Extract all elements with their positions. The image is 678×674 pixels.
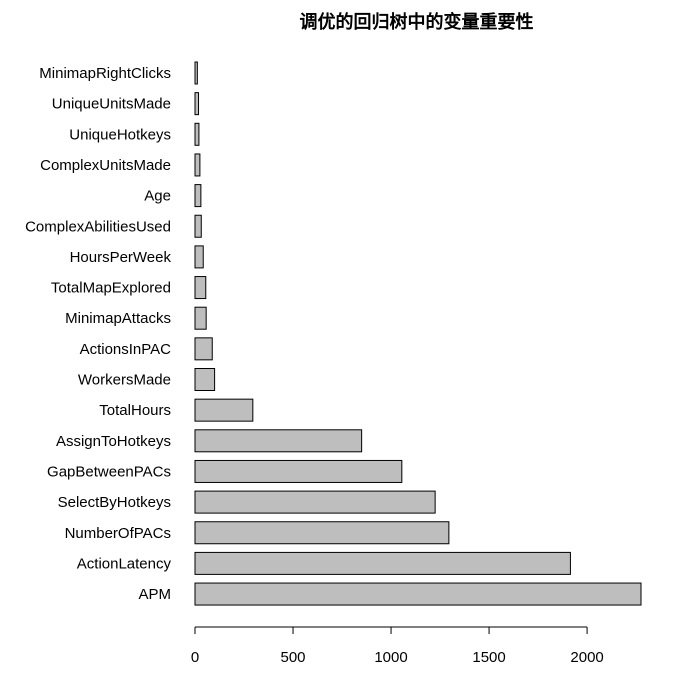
bar-AssignToHotkeys — [194, 429, 363, 453]
category-label: TotalHours — [99, 402, 171, 419]
category-label: TotalMapExplored — [51, 280, 171, 297]
category-label: MinimapRightClicks — [39, 65, 171, 82]
bar-MinimapAttacks — [194, 306, 207, 330]
category-label: UniqueUnitsMade — [52, 96, 171, 113]
category-label: SelectByHotkeys — [58, 494, 171, 511]
category-label: APM — [138, 586, 171, 603]
category-label: GapBetweenPACs — [47, 463, 171, 480]
category-label: UniqueHotkeys — [69, 126, 171, 143]
category-label: HoursPerWeek — [70, 249, 172, 266]
bar-SelectByHotkeys — [194, 490, 436, 514]
bar-MinimapRightClicks — [194, 61, 198, 85]
bar-APM — [194, 582, 642, 606]
x-tick-label: 500 — [281, 649, 306, 666]
bar-GapBetweenPACs — [194, 459, 403, 483]
bar-HoursPerWeek — [194, 245, 204, 269]
bar-ActionsInPAC — [194, 337, 213, 361]
x-tick-label: 1500 — [472, 649, 505, 666]
bar-TotalMapExplored — [194, 276, 207, 300]
category-label: ComplexAbilitiesUsed — [25, 218, 171, 235]
category-label: Age — [144, 188, 171, 205]
chart-title: 调优的回归树中的变量重要性 — [299, 12, 534, 33]
bar-ComplexUnitsMade — [194, 153, 201, 177]
bar-ComplexAbilitiesUsed — [194, 214, 202, 238]
x-tick-label: 2000 — [570, 649, 603, 666]
category-label: ActionLatency — [77, 555, 172, 572]
category-label: MinimapAttacks — [65, 310, 171, 327]
category-label: ActionsInPAC — [80, 341, 172, 358]
bar-UniqueHotkeys — [194, 122, 200, 146]
bar-UniqueUnitsMade — [194, 92, 200, 116]
category-label: NumberOfPACs — [65, 525, 171, 542]
bar-ActionLatency — [194, 551, 571, 575]
category-label: ComplexUnitsMade — [40, 157, 171, 174]
x-tick-label: 1000 — [374, 649, 407, 666]
bar-Age — [194, 184, 202, 208]
category-label: AssignToHotkeys — [56, 433, 171, 450]
bar-NumberOfPACs — [194, 521, 450, 545]
x-tick-label: 0 — [191, 649, 199, 666]
bar-WorkersMade — [194, 368, 216, 391]
bar-TotalHours — [194, 398, 254, 422]
category-label: WorkersMade — [78, 372, 171, 389]
